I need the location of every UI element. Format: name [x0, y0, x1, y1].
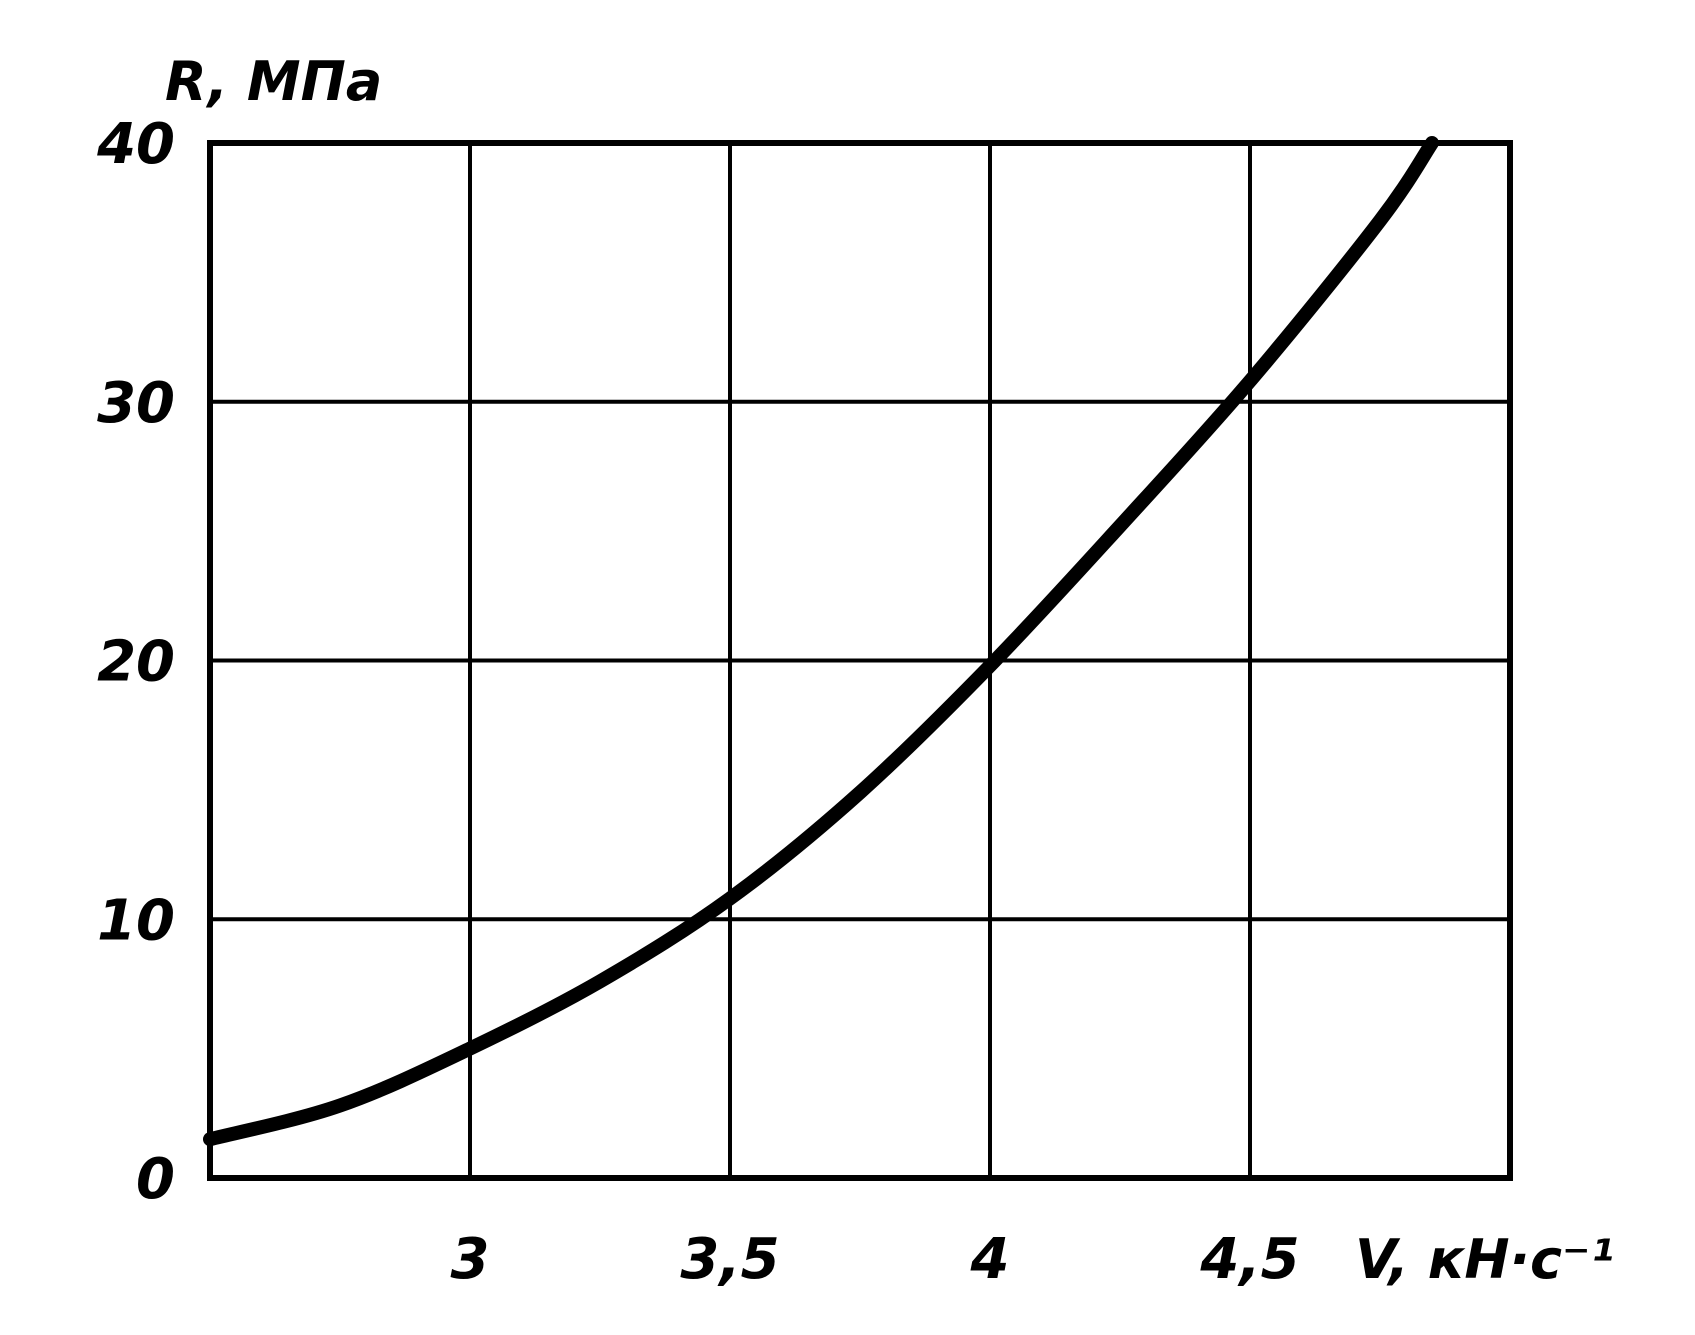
y-axis-title: R, МПа	[165, 50, 382, 113]
plot-frame	[207, 140, 1513, 1181]
x-tick-labels: 3 3,5 4 4,5	[451, 1227, 1300, 1292]
y-tick-label: 20	[97, 630, 175, 695]
series-line	[203, 136, 1439, 1147]
y-tick-label: 10	[97, 888, 175, 953]
y-tick-label: 30	[97, 371, 175, 436]
x-tick-label: 3,5	[680, 1227, 779, 1292]
grid-lines	[210, 143, 1510, 1178]
x-tick-label: 3	[451, 1227, 490, 1292]
y-tick-label: 0	[136, 1147, 175, 1212]
y-tick-label: 40	[96, 112, 175, 177]
x-tick-label: 4	[970, 1227, 1010, 1292]
x-axis-title: V, кН·с⁻¹	[1355, 1228, 1614, 1291]
x-tick-label: 4,5	[1199, 1227, 1299, 1292]
y-tick-labels: 0 10 20 30 40	[96, 112, 175, 1212]
